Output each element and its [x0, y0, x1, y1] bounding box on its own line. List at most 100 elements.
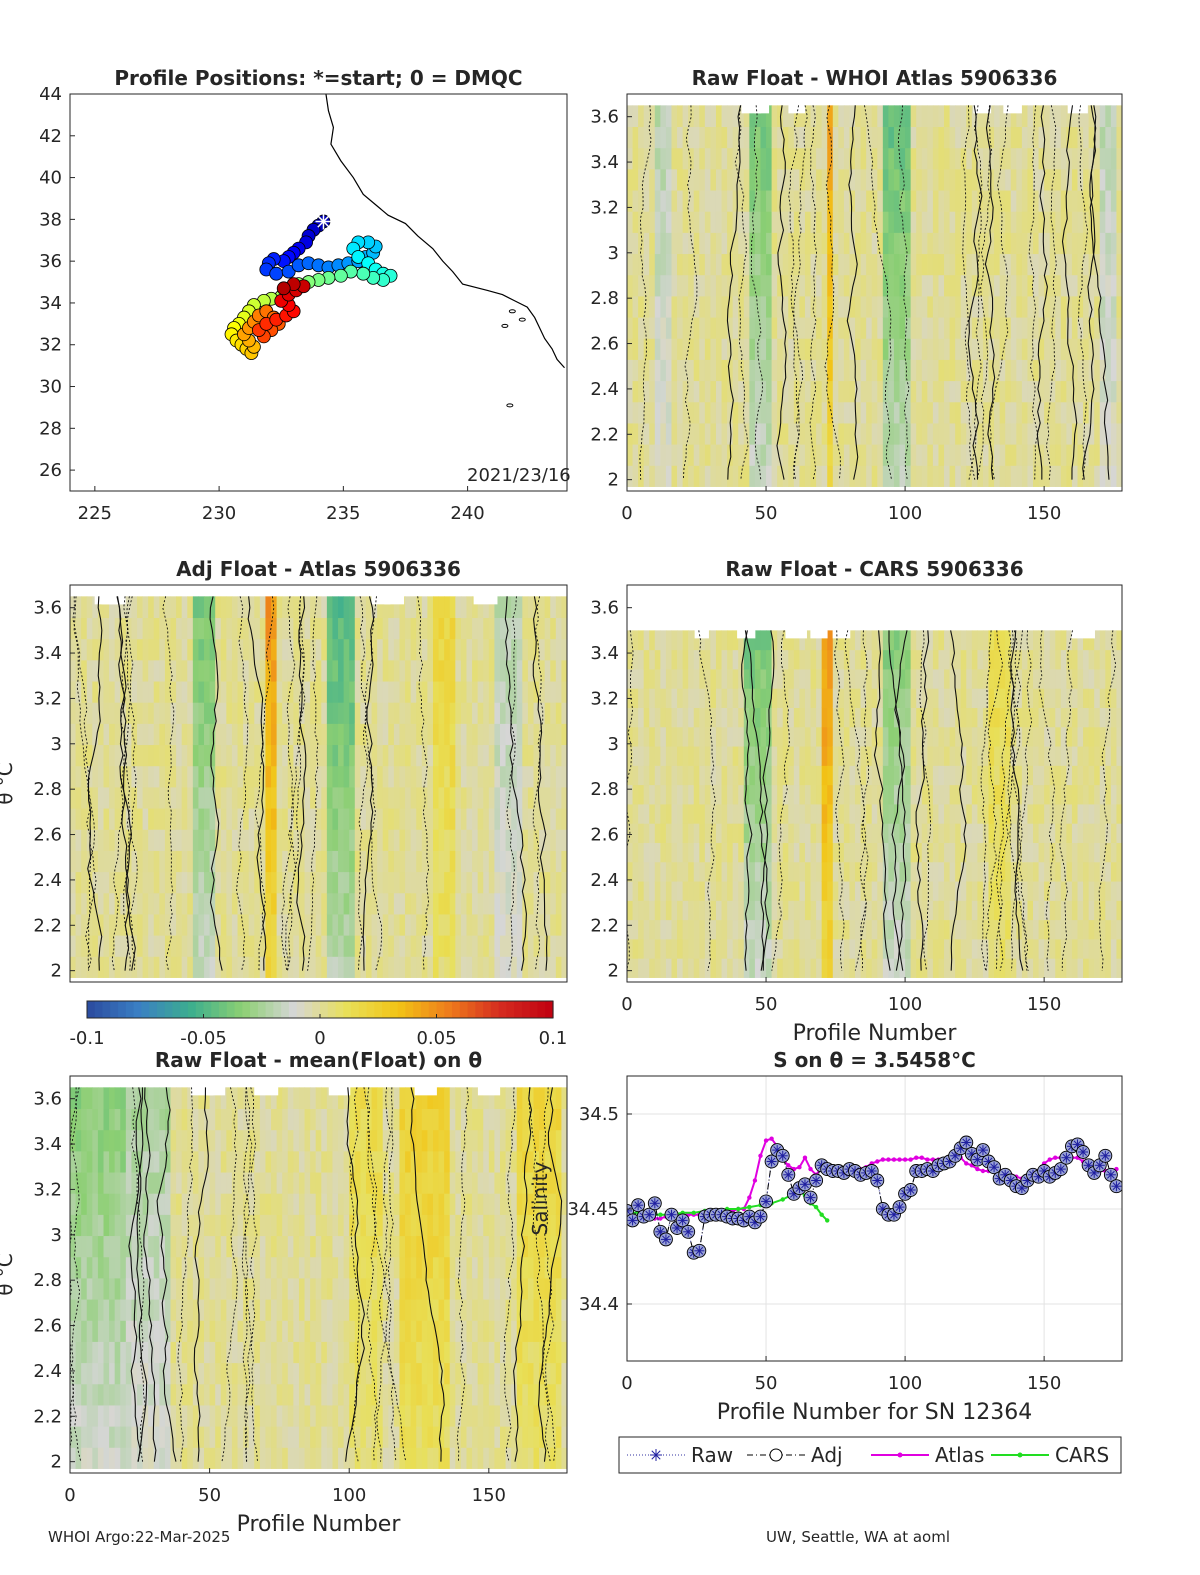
heat-cell [699, 401, 706, 424]
heat-cell [1010, 465, 1017, 487]
heat-cell [638, 274, 645, 297]
heat-cell [1060, 707, 1067, 728]
heat-cell [738, 900, 745, 921]
heat-cell [1116, 295, 1122, 318]
heat-cell [649, 881, 656, 901]
heat-cell [544, 638, 551, 661]
heat-cell [899, 317, 906, 339]
heat-cell [654, 211, 661, 233]
heat-cell [693, 253, 700, 276]
heat-cell [816, 126, 823, 149]
heat-cell [192, 850, 199, 873]
heat-cell [749, 253, 756, 276]
heat-cell [955, 274, 962, 297]
heat-cell [871, 688, 878, 709]
heat-cell [960, 380, 967, 403]
heat-cell [488, 596, 495, 619]
contour-line [532, 596, 544, 971]
heat-cell [699, 211, 706, 233]
heat-cell [971, 958, 978, 978]
heat-cell [1055, 630, 1062, 651]
heat-cell [388, 765, 395, 788]
heat-cell [516, 935, 523, 957]
heat-cell [410, 659, 417, 682]
heat-cell [1038, 938, 1045, 959]
heat-cell [349, 829, 356, 851]
heat-cell [944, 881, 951, 901]
heat-cell [315, 659, 322, 682]
heat-cell [505, 850, 512, 873]
heat-cell [477, 702, 484, 724]
heat-cell [248, 850, 255, 873]
heat-cell [810, 211, 817, 233]
heat-cell [649, 746, 656, 766]
heat-cell [938, 784, 945, 805]
heat-cell [304, 723, 311, 746]
heat-cell [738, 274, 745, 297]
heat-cell [92, 808, 99, 830]
heat-cell [1071, 168, 1079, 191]
heat-cell [966, 401, 973, 424]
heat-cell [511, 744, 518, 767]
heat-cell [276, 681, 283, 703]
heat-cell [766, 765, 773, 786]
heat-cell [148, 765, 155, 788]
heat-cell [660, 900, 667, 921]
heat-cell [1038, 168, 1045, 191]
heat-cell [527, 617, 534, 640]
heat-cell [971, 842, 978, 863]
heat-cell [921, 444, 928, 466]
heat-cell [860, 746, 867, 766]
heat-cell [427, 681, 434, 703]
heat-cell [832, 823, 839, 843]
heat-cell [982, 823, 990, 843]
heat-cell [1027, 190, 1034, 212]
heat-cell [905, 253, 912, 276]
heat-cell [855, 881, 862, 901]
heat-cell [782, 401, 789, 424]
heat-cell [499, 617, 507, 640]
heat-cell [977, 317, 984, 339]
heat-cell [533, 744, 540, 767]
heat-cell [866, 190, 873, 212]
heat-cell [788, 938, 795, 959]
heat-cell [905, 232, 912, 255]
heat-cell [393, 850, 400, 873]
heat-cell [1071, 765, 1079, 786]
heat-cell [125, 723, 132, 746]
heat-cell [1016, 295, 1023, 318]
heat-cell [1105, 842, 1112, 863]
heat-cell [860, 359, 867, 382]
heat-cell [843, 190, 850, 212]
heat-cell [421, 638, 428, 661]
heat-cell [715, 900, 723, 921]
heat-cell [877, 232, 884, 255]
heat-cell [754, 842, 761, 863]
heat-cell [932, 668, 939, 689]
heat-cell [715, 444, 723, 466]
heat-cell [466, 659, 473, 682]
heat-cell [782, 726, 789, 747]
heat-cell [660, 253, 667, 276]
heat-cell [555, 829, 562, 851]
heat-cell [516, 956, 523, 978]
heat-cell [715, 784, 723, 805]
map-plot-area [224, 94, 565, 408]
heat-cell [810, 105, 817, 128]
heat-cell [371, 786, 378, 809]
heat-cell [849, 630, 856, 651]
heat-cell [265, 913, 272, 936]
heat-cell [949, 338, 956, 360]
heat-cell [766, 401, 773, 424]
heat-cell [721, 938, 728, 959]
heat-cell [75, 786, 82, 809]
heat-cell [849, 465, 856, 487]
heat-cell [1055, 380, 1062, 403]
heat-cell [905, 630, 912, 651]
heat-cell [332, 935, 339, 957]
heat-cell [827, 380, 834, 403]
heat-cell [1027, 444, 1034, 466]
heat-cell [893, 295, 901, 318]
heat-cell [860, 168, 867, 191]
heat-cell [293, 871, 300, 894]
